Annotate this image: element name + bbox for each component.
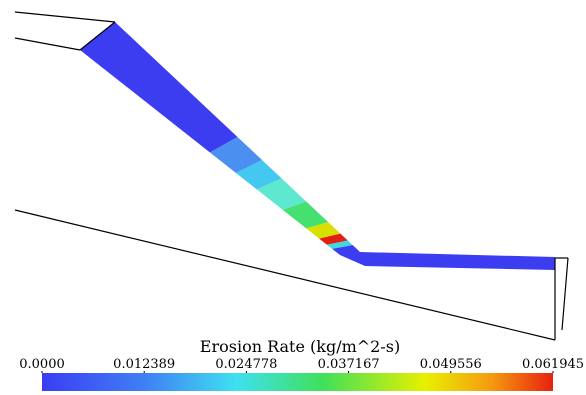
colorbar-tick-label: 0.024778 — [215, 357, 277, 372]
wall — [15, 38, 80, 50]
colorbar-title: Erosion Rate (kg/m^2-s) — [200, 337, 400, 356]
band — [80, 22, 238, 153]
wall — [562, 258, 568, 330]
colorbar-tick-label: 0.0000 — [19, 357, 65, 372]
colorbar-tick-label: 0.012389 — [113, 357, 175, 372]
contour-view: Erosion Rate (kg/m^2-s) 0.0000 0.012389 0.… — [0, 0, 586, 395]
geometry — [15, 12, 568, 340]
colorbar — [42, 373, 553, 391]
colorbar-tick-label: 0.037167 — [318, 357, 380, 372]
colorbar-tick-label: 0.061945 — [522, 357, 584, 372]
colorbar-tick-label: 0.049556 — [420, 357, 482, 372]
band — [332, 245, 555, 270]
wall — [15, 12, 115, 22]
wall — [15, 210, 555, 340]
